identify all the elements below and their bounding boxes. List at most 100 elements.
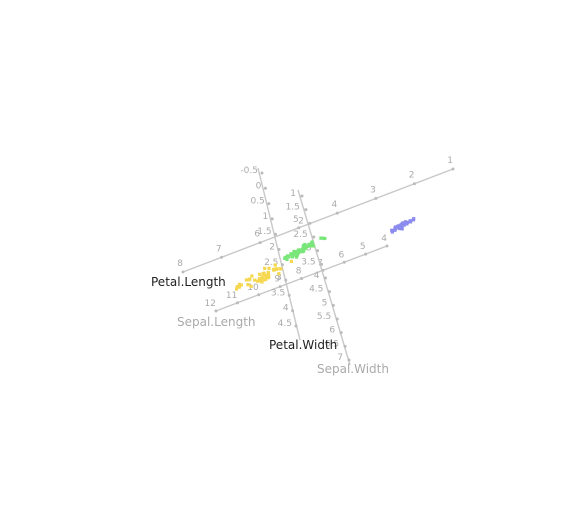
axis-tick-label-petal-width: 2 [269,243,275,253]
axis-tick-mark-petal-width [270,217,274,221]
point-virginica [274,267,278,271]
axis-tick-mark-petal-width [280,263,284,267]
axis-tick-mark-petal-width [263,186,267,190]
axis-tick-label-petal-width: 1.5 [257,227,271,237]
point-virginica [289,259,293,263]
point-versicolor [283,256,287,260]
axis-tick-label-sepal-width: 1.5 [286,203,300,213]
axis-tick-mark-sepal-width [312,235,316,239]
points-layer [235,217,416,291]
point-virginica [250,274,254,278]
axis-tick-label-sepal-width: 1 [290,189,296,199]
point-versicolor [291,254,295,258]
axis-tick-label-petal-width: -0.5 [240,166,258,176]
axis-tick-label-sepal-length: 5 [360,242,366,252]
axis-tick-label-petal-width: 4.5 [278,319,292,329]
axis-tick-label-petal-width: 1 [262,212,268,222]
axis-tick-label-sepal-width: 4.5 [309,285,323,295]
axis-tick-mark-sepal-width [304,208,308,212]
axis-tick-label-sepal-length: 8 [296,267,302,277]
axis-title-sepal-width: Sepal.Width [317,362,389,376]
point-versicolor [300,250,304,254]
axis-title-petal-width: Petal.Width [269,338,337,352]
axis-tick-label-sepal-length: 10 [247,283,259,293]
point-versicolor [294,251,298,255]
point-setosa [390,228,394,232]
axis-tick-mark-petal-length [451,167,455,171]
axis-tick-label-petal-width: 0.5 [250,197,264,207]
axis-tick-mark-sepal-length [235,301,239,305]
point-virginica [237,285,241,289]
point-versicolor [292,249,296,253]
point-versicolor [308,244,312,248]
point-versicolor [287,255,291,259]
axis-tick-label-sepal-width: 3 [306,244,312,254]
axis-tick-label-sepal-length: 12 [205,299,216,309]
axis-title-petal-length: Petal.Length [151,275,226,289]
point-versicolor [295,253,299,257]
axis-tick-label-petal-length: 6 [254,230,260,240]
point-virginica [261,278,265,282]
point-setosa [395,225,400,229]
axis-tick-mark-sepal-length [300,277,303,280]
axis-line-petal-length [182,168,454,273]
axis-tick-mark-sepal-width [347,358,351,362]
axis-tick-label-sepal-width: 4 [314,271,320,281]
axis-tick-label-sepal-length: 6 [339,250,345,260]
axis-tick-mark-petal-length [374,196,378,200]
point-setosa [390,230,394,234]
point-setosa [399,225,403,229]
axis-tick-label-petal-width: 4 [283,304,289,314]
point-virginica [235,285,239,289]
axis-tick-mark-petal-width [287,293,291,297]
axis-tick-mark-petal-width [267,202,271,206]
axis-tick-label-sepal-width: 2 [298,216,304,226]
point-versicolor [320,236,324,240]
axis-tick-label-petal-length: 8 [177,259,183,269]
axis-tick-mark-sepal-width [331,303,335,307]
axis-tick-label-sepal-width: 5.5 [317,312,331,322]
axis-tick-mark-petal-length [181,270,185,274]
point-versicolor [310,240,314,244]
axis-tick-label-sepal-width: 2.5 [293,230,307,240]
axis-tick-mark-petal-width [294,324,298,328]
axis-tick-label-petal-width: 3.5 [271,288,285,298]
axis-tick-label-petal-length: 7 [216,244,222,254]
point-virginica [260,275,264,279]
axis-tick-label-petal-width: 2.5 [264,258,278,268]
axis-tick-mark-sepal-length [257,293,261,297]
point-virginica [266,275,271,280]
point-versicolor [297,251,301,255]
point-virginica [260,280,264,284]
point-virginica [258,272,262,276]
point-setosa [401,222,405,226]
point-virginica [263,266,267,270]
point-virginica [256,279,260,283]
axis-tick-label-sepal-width: 3.5 [301,257,315,267]
point-virginica [257,277,261,281]
axis-tick-mark-sepal-width [339,331,343,335]
axis-tick-mark-sepal-length [364,252,368,256]
axis-tick-mark-sepal-length [278,285,282,289]
axis-tick-mark-petal-width [277,248,281,251]
axis-tick-mark-sepal-width [316,249,320,253]
point-virginica [247,278,251,282]
point-versicolor [304,246,308,250]
axis-tick-label-sepal-width: 7 [337,353,343,363]
point-virginica [271,268,276,272]
point-setosa [398,223,403,227]
point-versicolor [285,257,289,261]
axis-tick-mark-sepal-width [343,344,347,348]
point-setosa [411,218,416,222]
point-setosa [408,219,412,223]
point-virginica [277,272,281,276]
point-virginica [266,272,270,276]
axis-tick-mark-petal-length [335,211,339,215]
axis-tick-mark-sepal-length [342,260,346,264]
axis-tick-mark-petal-length [297,226,301,230]
point-virginica [235,287,239,291]
axis-tick-label-sepal-length: 11 [226,291,237,301]
point-versicolor [310,244,314,248]
